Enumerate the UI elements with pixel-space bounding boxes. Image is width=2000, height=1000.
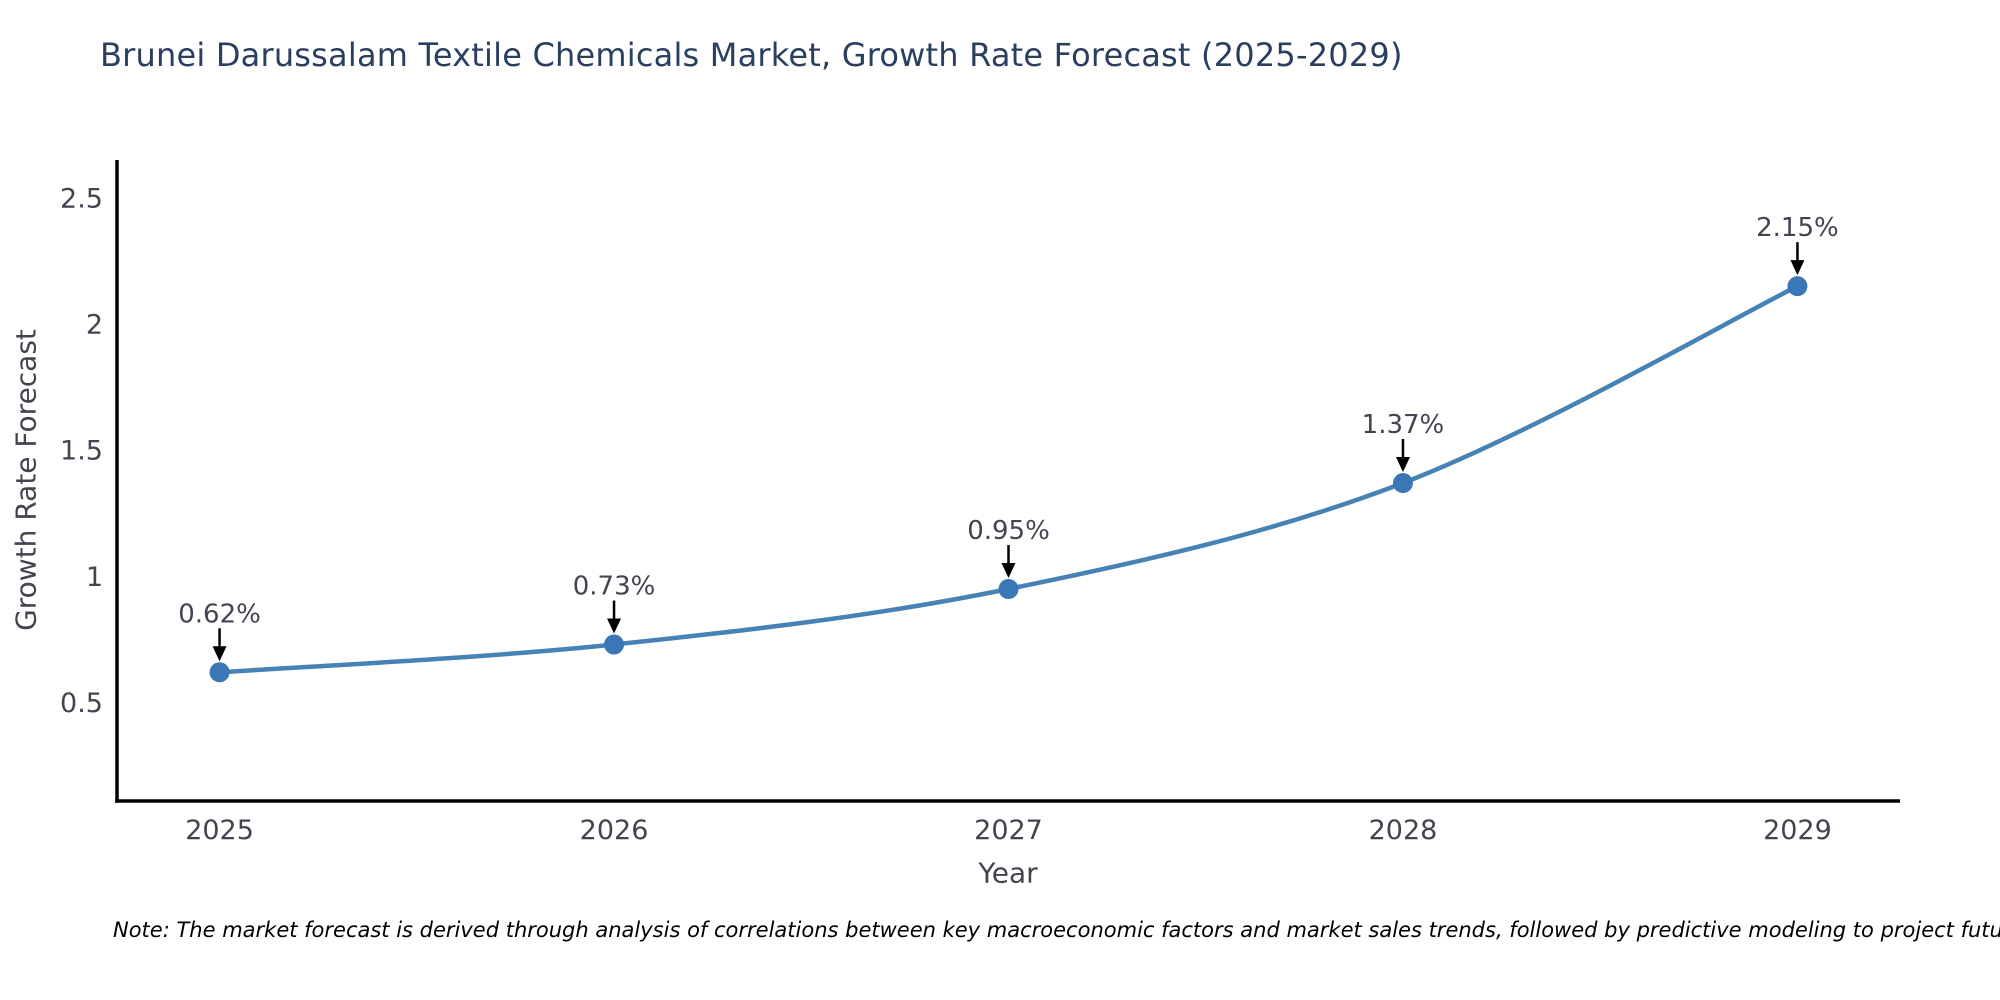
data-point-marker[interactable]	[998, 579, 1019, 600]
point-annotation: 0.62%	[178, 599, 261, 629]
annotation-arrowhead-icon	[1395, 457, 1410, 473]
data-point-marker[interactable]	[1787, 276, 1808, 297]
point-annotation: 2.15%	[1756, 213, 1839, 243]
x-axis-tick-label: 2025	[185, 815, 254, 846]
y-axis-tick-label: 2.5	[60, 183, 103, 214]
y-axis-tick-label: 2	[86, 310, 103, 341]
series-line	[217, 283, 1800, 675]
footnote: Note: The market forecast is derived thr…	[113, 918, 2000, 942]
x-axis-tick-label: 2027	[974, 815, 1043, 846]
x-axis-tick-label: 2028	[1369, 815, 1438, 846]
point-annotation: 0.73%	[573, 572, 656, 602]
annotation-arrowhead-icon	[607, 618, 622, 634]
y-axis-tick-label: 1	[86, 562, 103, 593]
annotation-arrowhead-icon	[1790, 260, 1805, 276]
x-axis-tick-label: 2026	[580, 815, 649, 846]
annotation-arrowhead-icon	[212, 646, 227, 662]
data-point-marker[interactable]	[209, 662, 230, 683]
y-axis-tick-label: 0.5	[60, 688, 103, 719]
point-annotation: 1.37%	[1362, 410, 1445, 440]
x-axis-title: Year	[978, 856, 1038, 890]
data-point-marker[interactable]	[1392, 473, 1413, 494]
data-point-marker[interactable]	[604, 634, 625, 655]
y-axis-tick-label: 1.5	[60, 436, 103, 467]
chart-title: Brunei Darussalam Textile Chemicals Mark…	[100, 36, 1403, 74]
x-axis-tick-label: 2029	[1763, 815, 1832, 846]
annotation-arrowhead-icon	[1001, 563, 1016, 579]
y-axis-title: Growth Rate Forecast	[9, 329, 43, 631]
point-annotation: 0.95%	[967, 516, 1050, 546]
